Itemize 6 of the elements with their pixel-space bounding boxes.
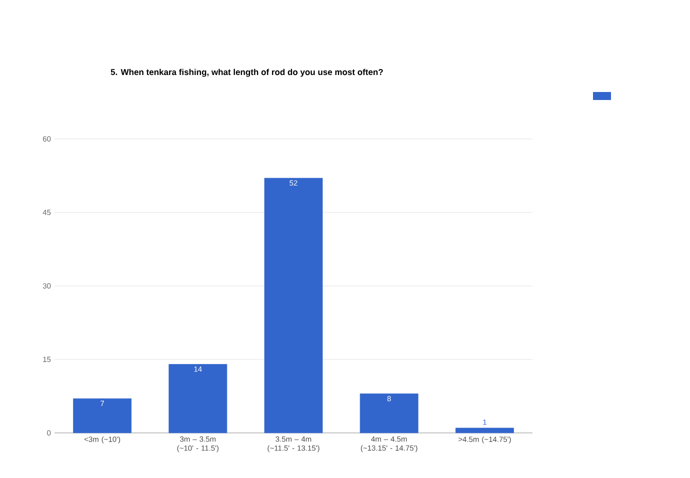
bar (360, 394, 418, 434)
bar (264, 178, 323, 434)
bar (73, 398, 132, 434)
bar (168, 364, 228, 434)
bar (455, 428, 514, 434)
chart-title: 5. When tenkara fishing, what length of rod do you use most often? (110, 68, 383, 77)
